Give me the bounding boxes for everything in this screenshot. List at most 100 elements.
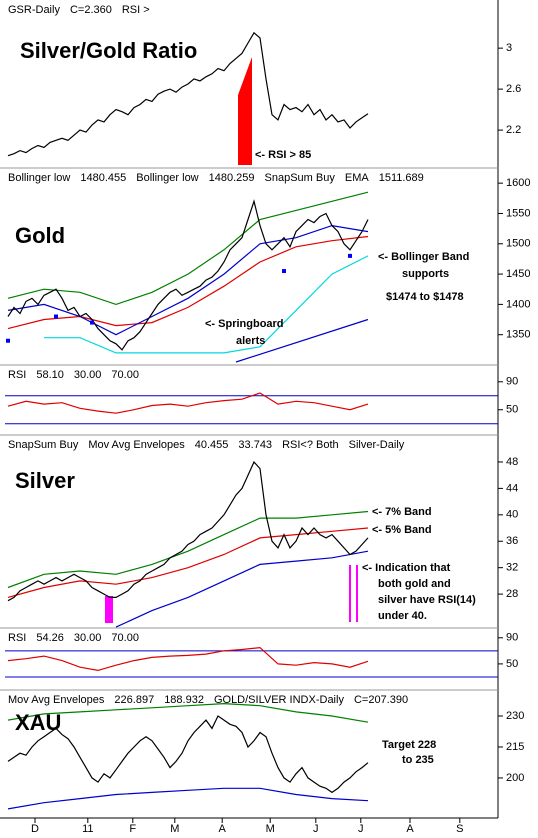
header-text: 1480.259: [209, 172, 255, 184]
series-line: [7, 224, 369, 336]
header-text: SnapSum Buy: [265, 172, 336, 184]
series-line: [7, 646, 369, 672]
x-tick-label: D: [31, 823, 39, 835]
alert-marker: [6, 338, 10, 343]
header-text: Bollinger low: [8, 172, 70, 184]
header-text: 70.00: [111, 369, 139, 381]
y-tick-label: 1400: [506, 298, 530, 310]
annotation: <- 7% Band: [372, 506, 432, 518]
header-text: 30.00: [74, 632, 102, 644]
annotation: <- Springboard: [205, 318, 284, 330]
series-line: [7, 527, 369, 598]
y-tick-label: 2.6: [506, 83, 521, 95]
header-text: RSI: [8, 369, 26, 381]
series-line: [7, 510, 369, 589]
panel-title: Gold: [15, 223, 65, 248]
y-tick-label: 50: [506, 658, 518, 670]
alert-marker: [54, 314, 58, 319]
y-tick-label: 3: [506, 42, 512, 54]
header-text: Mov Avg Envelopes: [88, 439, 185, 451]
series-line: [7, 199, 369, 351]
header-text: GOLD/SILVER INDX-Daily: [214, 694, 344, 706]
annotation: <- 5% Band: [372, 524, 432, 536]
y-tick-label: 44: [506, 482, 518, 494]
header-text: RSI<? Both: [282, 439, 339, 451]
panel-title: XAU: [15, 710, 61, 735]
annotation: Target 228: [382, 739, 436, 751]
y-tick-label: 215: [506, 741, 524, 753]
header-text: C=2.360: [70, 4, 112, 16]
series-line: [115, 550, 369, 628]
x-tick-label: M: [170, 823, 179, 835]
header-text: Silver-Daily: [349, 439, 405, 451]
y-tick-label: 1500: [506, 238, 530, 250]
header-text: 70.00: [111, 632, 139, 644]
y-tick-label: 1600: [506, 177, 530, 189]
header-text: Mov Avg Envelopes: [8, 694, 105, 706]
series-line: [7, 235, 369, 330]
series-line: [7, 715, 369, 794]
y-tick-label: 32: [506, 562, 518, 574]
y-tick-label: 200: [506, 772, 524, 784]
annotation: to 235: [402, 754, 434, 766]
header-text: 33.743: [238, 439, 272, 451]
x-tick-label: A: [406, 823, 414, 835]
header-text: 1480.455: [80, 172, 126, 184]
y-tick-label: 1350: [506, 329, 530, 341]
header-text: 58.10: [36, 369, 64, 381]
header-text: 30.00: [74, 369, 102, 381]
x-tick-label: J: [358, 823, 364, 835]
alert-marker: [348, 253, 352, 258]
header-text: 1511.689: [379, 172, 424, 184]
series-line: [7, 392, 369, 414]
annotation: alerts: [236, 335, 265, 347]
annotation: <- RSI > 85: [255, 149, 311, 161]
header-text: GSR-Daily: [8, 4, 60, 16]
header-text: RSI >: [122, 4, 150, 16]
x-tick-label: F: [129, 823, 136, 835]
annotation: <- Indication that: [362, 562, 451, 574]
y-tick-label: 36: [506, 535, 518, 547]
header-text: RSI: [8, 632, 26, 644]
y-tick-label: 1450: [506, 268, 530, 280]
annotation: supports: [402, 268, 449, 280]
x-tick-label: M: [266, 823, 275, 835]
series-line: [7, 31, 369, 157]
header-text: EMA: [345, 172, 370, 184]
y-tick-label: 48: [506, 456, 518, 468]
header-text: SnapSum Buy: [8, 439, 79, 451]
series-line: [7, 191, 369, 306]
series-line: [7, 702, 369, 723]
series-line: [235, 318, 369, 363]
annotation: $1474 to $1478: [386, 291, 464, 303]
x-tick-label: J: [313, 823, 319, 835]
series-line: [44, 255, 369, 354]
y-tick-label: 2.2: [506, 124, 521, 136]
x-tick-label: 11: [82, 823, 93, 835]
annotation: silver have RSI(14): [378, 594, 476, 606]
series-line: [7, 460, 369, 602]
alert-marker: [282, 269, 286, 274]
rsi-under-40-bar: [105, 596, 113, 623]
y-tick-label: 50: [506, 404, 518, 416]
y-tick-label: 90: [506, 632, 518, 644]
series-line: [7, 787, 369, 810]
x-tick-label: A: [219, 823, 227, 835]
y-tick-label: 40: [506, 509, 518, 521]
header-text: Bollinger low: [136, 172, 198, 184]
header-text: 54.26: [36, 632, 64, 644]
header-text: 40.455: [195, 439, 229, 451]
annotation: <- Bollinger Band: [378, 251, 469, 263]
x-tick-label: S: [456, 823, 463, 835]
y-tick-label: 230: [506, 710, 524, 722]
header-text: 188.932: [164, 694, 204, 706]
panel-title: Silver/Gold Ratio: [20, 38, 197, 63]
annotation: both gold and: [378, 578, 451, 590]
panel-title: Silver: [15, 468, 75, 493]
header-text: 226.897: [114, 694, 154, 706]
header-text: C=207.390: [354, 694, 408, 706]
y-tick-label: 1550: [506, 207, 530, 219]
rsi-alert-bars: [238, 57, 252, 165]
